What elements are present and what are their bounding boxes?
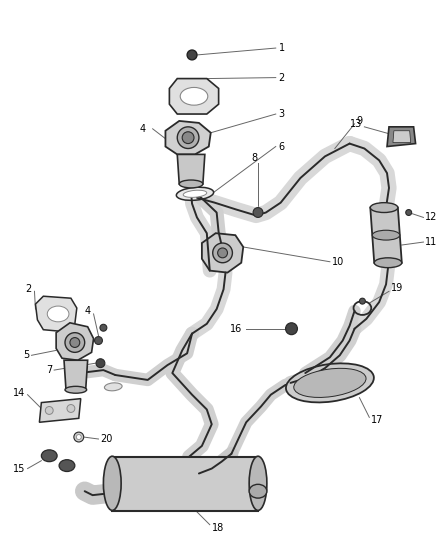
Text: 17: 17 [371, 415, 384, 425]
Ellipse shape [249, 484, 267, 498]
Text: 1: 1 [279, 43, 285, 53]
Ellipse shape [41, 450, 57, 462]
Polygon shape [387, 127, 416, 147]
Polygon shape [170, 78, 219, 114]
Bar [112, 457, 258, 511]
Text: 9: 9 [357, 116, 363, 126]
Ellipse shape [374, 258, 402, 268]
Text: 3: 3 [279, 109, 285, 119]
Ellipse shape [372, 230, 400, 240]
Polygon shape [370, 207, 402, 263]
Ellipse shape [249, 456, 267, 511]
Ellipse shape [65, 333, 85, 352]
Text: 20: 20 [100, 434, 113, 444]
Text: 13: 13 [350, 119, 362, 129]
Text: 12: 12 [425, 213, 438, 222]
Ellipse shape [180, 87, 208, 105]
Text: 4: 4 [85, 306, 91, 316]
Ellipse shape [70, 337, 80, 348]
Ellipse shape [370, 203, 398, 213]
Ellipse shape [218, 248, 227, 258]
Text: 15: 15 [13, 464, 25, 473]
Ellipse shape [286, 364, 374, 402]
Circle shape [360, 298, 365, 304]
Text: 16: 16 [230, 324, 242, 334]
Ellipse shape [177, 127, 199, 149]
Polygon shape [177, 155, 205, 184]
Polygon shape [64, 360, 88, 390]
Ellipse shape [183, 190, 207, 197]
Ellipse shape [177, 187, 214, 200]
Polygon shape [56, 323, 94, 360]
Text: 7: 7 [46, 365, 52, 375]
Circle shape [187, 50, 197, 60]
Circle shape [45, 407, 53, 414]
Ellipse shape [103, 456, 121, 511]
Text: 5: 5 [23, 350, 29, 360]
Circle shape [96, 359, 105, 368]
Ellipse shape [104, 383, 122, 391]
Text: 4: 4 [140, 124, 146, 134]
Circle shape [253, 207, 263, 217]
Polygon shape [39, 399, 81, 422]
Text: 19: 19 [391, 284, 403, 293]
Polygon shape [393, 131, 411, 143]
Circle shape [74, 432, 84, 442]
Polygon shape [166, 121, 211, 155]
Text: 2: 2 [25, 284, 32, 294]
Text: 2: 2 [279, 72, 285, 83]
Polygon shape [202, 233, 243, 272]
Text: 14: 14 [13, 387, 25, 398]
Text: 8: 8 [251, 154, 257, 163]
Circle shape [100, 324, 107, 331]
Ellipse shape [59, 459, 75, 472]
Ellipse shape [179, 180, 203, 188]
Text: 10: 10 [332, 257, 344, 266]
Circle shape [406, 209, 412, 215]
Circle shape [286, 323, 297, 335]
Ellipse shape [65, 386, 87, 393]
Ellipse shape [294, 368, 366, 398]
Polygon shape [35, 296, 77, 332]
Circle shape [76, 434, 81, 440]
Circle shape [95, 337, 102, 344]
Text: 6: 6 [279, 142, 285, 151]
Ellipse shape [47, 306, 69, 322]
Circle shape [67, 405, 75, 413]
Ellipse shape [182, 132, 194, 143]
Text: 18: 18 [212, 523, 224, 532]
Text: 11: 11 [425, 237, 438, 247]
Ellipse shape [213, 243, 233, 263]
